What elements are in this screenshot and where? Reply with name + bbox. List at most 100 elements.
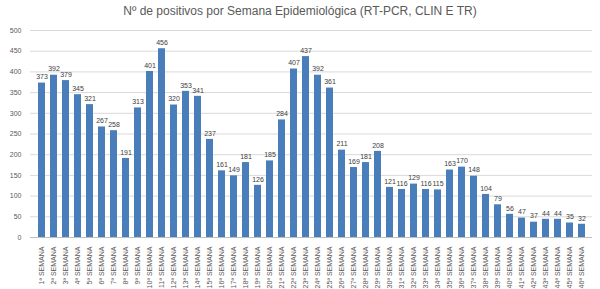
- svg-text:321: 321: [84, 95, 96, 102]
- svg-text:6ª SEMANA: 6ª SEMANA: [98, 246, 105, 284]
- svg-text:36ª SEMANA: 36ª SEMANA: [458, 246, 465, 288]
- svg-text:400: 400: [10, 68, 22, 75]
- svg-text:39ª SEMANA: 39ª SEMANA: [494, 246, 501, 288]
- svg-text:353: 353: [180, 82, 192, 89]
- svg-text:32: 32: [578, 214, 586, 221]
- svg-text:237: 237: [204, 130, 216, 137]
- svg-text:163: 163: [444, 160, 456, 167]
- svg-text:284: 284: [276, 110, 288, 117]
- svg-text:26ª SEMANA: 26ª SEMANA: [338, 246, 345, 288]
- svg-text:407: 407: [288, 59, 300, 66]
- svg-text:150: 150: [10, 172, 22, 179]
- svg-text:16ª SEMANA: 16ª SEMANA: [218, 246, 225, 288]
- svg-text:345: 345: [72, 85, 84, 92]
- svg-text:208: 208: [372, 142, 384, 149]
- svg-text:42ª SEMANA: 42ª SEMANA: [530, 246, 537, 288]
- svg-text:191: 191: [120, 149, 132, 156]
- svg-text:181: 181: [360, 153, 372, 160]
- svg-text:4ª SEMANA: 4ª SEMANA: [74, 246, 81, 284]
- svg-text:116: 116: [420, 180, 431, 187]
- svg-text:379: 379: [60, 71, 72, 78]
- svg-text:392: 392: [312, 65, 324, 72]
- svg-text:361: 361: [324, 78, 336, 85]
- svg-text:7ª SEMANA: 7ª SEMANA: [110, 246, 117, 284]
- svg-text:14ª SEMANA: 14ª SEMANA: [194, 246, 201, 288]
- svg-text:258: 258: [108, 121, 120, 128]
- svg-text:300: 300: [10, 110, 22, 117]
- svg-text:313: 313: [132, 98, 144, 105]
- svg-text:320: 320: [168, 95, 180, 102]
- svg-text:50: 50: [14, 213, 22, 220]
- svg-text:250: 250: [10, 130, 22, 137]
- svg-text:27ª SEMANA: 27ª SEMANA: [350, 246, 357, 288]
- svg-text:43ª SEMANA: 43ª SEMANA: [542, 246, 549, 288]
- svg-text:24ª SEMANA: 24ª SEMANA: [314, 246, 321, 288]
- svg-text:3ª SEMANA: 3ª SEMANA: [62, 246, 69, 284]
- svg-text:181: 181: [240, 153, 252, 160]
- svg-text:450: 450: [10, 47, 22, 54]
- svg-text:200: 200: [10, 151, 22, 158]
- svg-text:30ª SEMANA: 30ª SEMANA: [386, 246, 393, 288]
- svg-text:37: 37: [530, 212, 538, 219]
- svg-text:44: 44: [554, 210, 562, 217]
- svg-text:0: 0: [18, 234, 22, 241]
- svg-text:2ª SEMANA: 2ª SEMANA: [50, 246, 57, 284]
- svg-text:121: 121: [384, 178, 396, 185]
- svg-text:44: 44: [542, 210, 550, 217]
- svg-text:161: 161: [216, 161, 228, 168]
- svg-text:267: 267: [96, 117, 108, 124]
- svg-text:1ª SEMANA: 1ª SEMANA: [38, 246, 45, 284]
- svg-text:401: 401: [144, 62, 156, 69]
- svg-text:13ª SEMANA: 13ª SEMANA: [182, 246, 189, 288]
- svg-text:10ª SEMANA: 10ª SEMANA: [146, 246, 153, 288]
- svg-text:116: 116: [396, 180, 407, 187]
- svg-text:104: 104: [480, 185, 492, 192]
- svg-text:341: 341: [192, 87, 204, 94]
- svg-text:17ª SEMANA: 17ª SEMANA: [230, 246, 237, 288]
- svg-text:373: 373: [36, 73, 48, 80]
- svg-text:45ª SEMANA: 45ª SEMANA: [566, 246, 573, 288]
- svg-text:31ª SEMANA: 31ª SEMANA: [398, 246, 405, 288]
- svg-text:37ª SEMANA: 37ª SEMANA: [470, 246, 477, 288]
- svg-text:126: 126: [252, 176, 264, 183]
- svg-text:23ª SEMANA: 23ª SEMANA: [302, 246, 309, 288]
- svg-text:47: 47: [518, 208, 526, 215]
- svg-text:79: 79: [494, 195, 502, 202]
- svg-text:185: 185: [264, 151, 276, 158]
- svg-text:41ª SEMANA: 41ª SEMANA: [518, 246, 525, 288]
- svg-text:392: 392: [48, 65, 60, 72]
- svg-text:5ª SEMANA: 5ª SEMANA: [86, 246, 93, 284]
- svg-text:11ª SEMANA: 11ª SEMANA: [158, 246, 165, 288]
- svg-text:25ª SEMANA: 25ª SEMANA: [326, 246, 333, 288]
- svg-text:22ª SEMANA: 22ª SEMANA: [290, 246, 297, 288]
- svg-text:100: 100: [10, 192, 22, 199]
- svg-text:40ª SEMANA: 40ª SEMANA: [506, 246, 513, 288]
- svg-text:44ª SEMANA: 44ª SEMANA: [554, 246, 561, 288]
- svg-text:170: 170: [456, 157, 468, 164]
- svg-text:18ª SEMANA: 18ª SEMANA: [242, 246, 249, 288]
- svg-text:129: 129: [408, 174, 420, 181]
- svg-text:35ª SEMANA: 35ª SEMANA: [446, 246, 453, 288]
- svg-text:350: 350: [10, 89, 22, 96]
- svg-text:20ª SEMANA: 20ª SEMANA: [266, 246, 273, 288]
- svg-text:38ª SEMANA: 38ª SEMANA: [482, 246, 489, 288]
- svg-text:35: 35: [566, 213, 574, 220]
- svg-text:32ª SEMANA: 32ª SEMANA: [410, 246, 417, 288]
- svg-text:12ª SEMANA: 12ª SEMANA: [170, 246, 177, 288]
- svg-text:456: 456: [156, 39, 168, 46]
- svg-text:28ª SEMANA: 28ª SEMANA: [362, 246, 369, 288]
- svg-text:34ª SEMANA: 34ª SEMANA: [434, 246, 441, 288]
- svg-text:46ª SEMANA: 46ª SEMANA: [578, 246, 585, 288]
- svg-text:437: 437: [300, 47, 312, 54]
- svg-text:21ª SEMANA: 21ª SEMANA: [278, 246, 285, 288]
- svg-text:148: 148: [468, 166, 480, 173]
- svg-text:56: 56: [506, 205, 514, 212]
- svg-text:19ª SEMANA: 19ª SEMANA: [254, 246, 261, 288]
- svg-text:149: 149: [228, 166, 240, 173]
- svg-text:211: 211: [336, 140, 347, 147]
- svg-text:115: 115: [432, 180, 443, 187]
- svg-text:33ª SEMANA: 33ª SEMANA: [422, 246, 429, 288]
- svg-text:169: 169: [348, 158, 360, 165]
- svg-text:9ª SEMANA: 9ª SEMANA: [134, 246, 141, 284]
- svg-text:29ª SEMANA: 29ª SEMANA: [374, 246, 381, 288]
